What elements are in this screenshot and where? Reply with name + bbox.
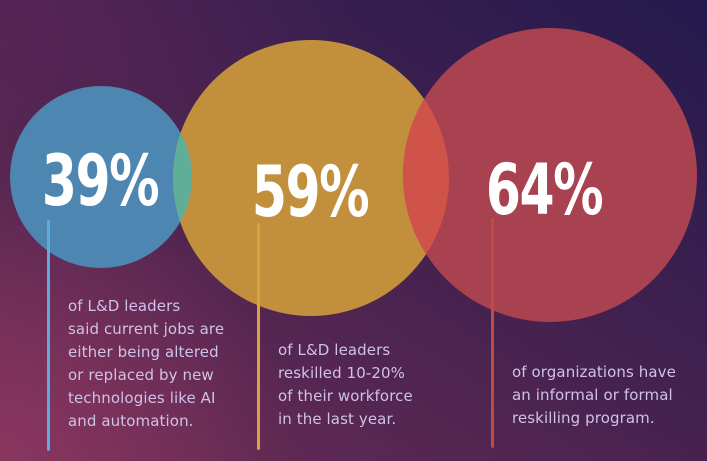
stat-value-59: 59% xyxy=(251,151,370,233)
stat-description-39-line: said current jobs are xyxy=(68,320,225,338)
stat-description-39-line: either being altered xyxy=(68,343,219,361)
stat-description-64-line: an informal or formal xyxy=(512,386,673,404)
stat-description-39-line: and automation. xyxy=(68,412,194,430)
stat-description-59: of L&D leaders reskilled 10-20% of their… xyxy=(278,339,413,431)
stat-description-64-line: of organizations have xyxy=(512,363,676,381)
connector-line-59 xyxy=(257,223,260,450)
overlap-59-64-fill xyxy=(403,40,449,316)
stat-description-64: of organizations have an informal or for… xyxy=(512,361,676,430)
overlap-39-59 xyxy=(10,86,192,268)
stat-bubble-39 xyxy=(10,86,192,268)
stat-description-59-line: in the last year. xyxy=(278,410,397,428)
stat-description-59-line: of L&D leaders xyxy=(278,341,391,359)
connector-line-39 xyxy=(47,220,50,451)
connector-line-64 xyxy=(491,218,494,448)
stat-description-39-line: or replaced by new xyxy=(68,366,214,384)
stat-value-64: 64% xyxy=(485,149,604,231)
stat-description-59-line: of their workforce xyxy=(278,387,413,405)
stat-value-39: 39% xyxy=(41,140,160,222)
stat-description-39: of L&D leaders said current jobs are eit… xyxy=(68,295,224,433)
stat-description-39-line: technologies like AI xyxy=(68,389,216,407)
stat-description-39-line: of L&D leaders xyxy=(68,297,181,315)
stat-bubble-64 xyxy=(403,28,697,322)
stat-description-59-line: reskilled 10-20% xyxy=(278,364,406,382)
stat-description-64-line: reskilling program. xyxy=(512,409,655,427)
